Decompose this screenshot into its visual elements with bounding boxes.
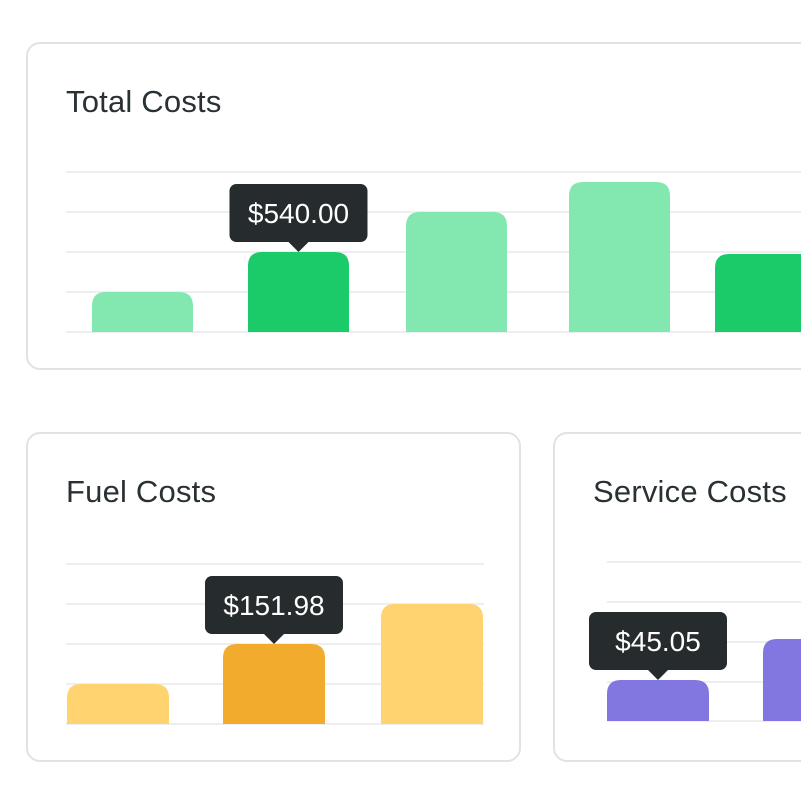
tooltip-pointer bbox=[288, 242, 309, 252]
bars bbox=[607, 639, 801, 721]
bar bbox=[381, 604, 483, 724]
bar bbox=[223, 644, 325, 724]
bars bbox=[67, 604, 483, 724]
card-title: Fuel Costs bbox=[66, 474, 217, 509]
bar bbox=[92, 292, 193, 332]
bar bbox=[248, 252, 349, 332]
card-title: Total Costs bbox=[66, 84, 222, 119]
bar bbox=[607, 680, 709, 721]
value-tooltip: $540.00 bbox=[229, 184, 368, 252]
bar bbox=[67, 684, 169, 724]
service-costs-chart: $45.05 bbox=[589, 561, 801, 722]
tooltip-label: $45.05 bbox=[615, 626, 701, 657]
total-costs-card: Total Costs $540.00 bbox=[26, 42, 801, 370]
bar bbox=[406, 212, 507, 332]
fuel-costs-chart: $151.98 bbox=[66, 563, 484, 725]
tooltip-box bbox=[205, 576, 343, 634]
total-costs-chart: $540.00 bbox=[66, 171, 801, 333]
card-title: Service Costs bbox=[593, 474, 787, 509]
tooltip-box bbox=[589, 612, 727, 670]
tooltip-pointer bbox=[648, 670, 668, 680]
bar bbox=[763, 639, 801, 721]
value-tooltip: $151.98 bbox=[205, 576, 343, 644]
tooltip-label: $540.00 bbox=[248, 198, 349, 229]
value-tooltip: $45.05 bbox=[589, 612, 727, 680]
bar bbox=[715, 254, 801, 332]
tooltip-box bbox=[229, 184, 368, 242]
tooltip-label: $151.98 bbox=[223, 590, 324, 621]
bar bbox=[569, 182, 670, 332]
tooltip-pointer bbox=[264, 634, 284, 644]
fuel-costs-card: Fuel Costs $151.98 bbox=[26, 432, 521, 762]
bars bbox=[92, 182, 801, 332]
service-costs-card: Service Costs $45.05 bbox=[553, 432, 801, 762]
